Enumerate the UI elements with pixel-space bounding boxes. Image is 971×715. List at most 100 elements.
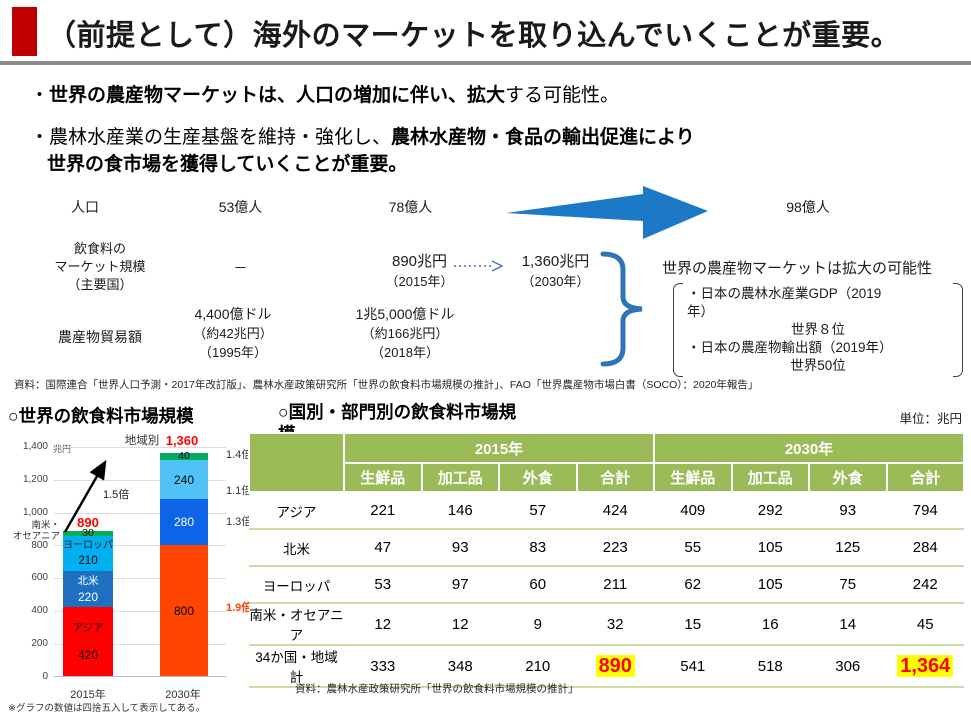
table-row: 南米・オセアニア 12 12 9 32 15 16 14 45 xyxy=(249,603,964,646)
bar-2030: 40 240 280 800 xyxy=(160,450,208,676)
population-label: 人口 xyxy=(71,199,99,215)
table-year-2015: 2015年 xyxy=(343,432,655,464)
bullet-1: ・世界の農産物マーケットは、人口の増加に伴い、拡大する可能性。 xyxy=(30,80,619,107)
multiplier-eu: 1.1倍 xyxy=(226,485,253,497)
bullet-1-bold: 世界の農産物マーケットは、人口の増加に伴い、拡大 xyxy=(49,85,506,106)
gridline xyxy=(54,447,226,448)
trade-2018: 1兆5,000億ドル （約166兆円） （2018年） xyxy=(355,306,455,360)
note-item-1: ・日本の農林水産業GDP（2019 xyxy=(687,286,882,301)
gridline xyxy=(54,578,226,579)
col-eating-out-2030: 外食 xyxy=(808,462,888,493)
multiplier-asia: 1.9倍 xyxy=(226,602,253,614)
table-unit-label: 単位：兆円 xyxy=(899,412,962,426)
ytick-1000: 1,000 xyxy=(22,507,48,518)
bullet-mark: ・ xyxy=(30,85,50,106)
multiplier-total: 1.5倍 xyxy=(103,489,130,501)
note-item-1b: 年） xyxy=(687,304,714,319)
bullet-1-rest: する可能性。 xyxy=(505,85,620,106)
gridline xyxy=(54,644,226,645)
segment-2015-asia: アジア 420 xyxy=(63,607,113,676)
market-table: 2015年 2030年 生鮮品 加工品 外食 合計 生鮮品 加工品 外食 合計 … xyxy=(248,432,965,688)
dotted-growth-arrow xyxy=(454,260,504,272)
bullet-mark: ・ xyxy=(30,127,50,148)
ytick-0: 0 xyxy=(42,671,48,682)
ytick-1400: 1,400 xyxy=(22,441,48,452)
table-row-total: 34か国・地域計 333 348 210 890 541 518 306 1,364 xyxy=(249,645,964,688)
gridline xyxy=(54,513,226,514)
chart-footnote: ※グラフの数値は四捨五入して表示してある。 xyxy=(8,703,206,714)
table-row: ヨーロッパ 53 97 60 211 62 105 75 242 xyxy=(249,566,964,604)
col-eating-out-2015: 外食 xyxy=(498,462,578,493)
xlabel-2015: 2015年 xyxy=(70,689,106,701)
population-2050: 98億人 xyxy=(786,199,830,215)
col-processed-2030: 加工品 xyxy=(730,462,810,493)
highlight-1364: 1,364 xyxy=(886,645,964,688)
xlabel-2030: 2030年 xyxy=(165,689,201,701)
x-axis-baseline xyxy=(54,676,226,677)
note-rank-2: 世界50位 xyxy=(790,358,846,373)
expansion-note-title: 世界の農産物マーケットは拡大の可能性 xyxy=(662,260,933,277)
table-source: 資料：農林水産政策研究所「世界の飲食料市場規模の推計」 xyxy=(295,683,579,695)
table-year-2030: 2030年 xyxy=(653,432,965,464)
segment-2015-europe: ヨーロッパ 210 xyxy=(63,536,113,571)
ytick-1200: 1,200 xyxy=(22,474,48,485)
segment-2015-north-america: 北米 220 xyxy=(63,571,113,607)
col-fresh-2030: 生鮮品 xyxy=(653,462,733,493)
table-row: アジア 221 146 57 424 409 292 93 794 xyxy=(249,492,964,530)
ytick-600: 600 xyxy=(31,572,48,583)
chart-section-heading: ○世界の飲食料市場規模 xyxy=(8,406,194,426)
population-1995: 53億人 xyxy=(218,199,263,215)
table-corner-cell xyxy=(248,432,345,493)
multiplier-sa: 1.4倍 xyxy=(226,449,253,461)
segment-2030-north-america: 280 xyxy=(160,499,208,545)
population-2015: 78億人 xyxy=(388,199,433,215)
segment-2015-south-america-oceania: 30 xyxy=(63,527,113,539)
trade-label: 農産物貿易額 xyxy=(58,329,142,345)
title-divider xyxy=(0,61,971,65)
y-axis-unit: 兆円 xyxy=(53,444,72,454)
gridline xyxy=(54,545,226,546)
main-source: 資料：国際連合「世界人口予測・2017年改訂版」、農林水産政策研究所「世界の飲食… xyxy=(14,379,759,391)
col-processed-2015: 加工品 xyxy=(420,462,500,493)
bullet-2-plain: 農林水産業の生産基盤を維持・強化し、 xyxy=(49,127,392,148)
ytick-400: 400 xyxy=(31,605,48,616)
trade-1995: 4,400億ドル （約42兆円） （1995年） xyxy=(193,306,273,360)
growth-arrow-2015-2030 xyxy=(63,459,107,533)
total-2030: 1,360 xyxy=(165,433,199,448)
highlight-890: 890 xyxy=(576,645,654,688)
title-accent-bar xyxy=(12,7,37,56)
big-growth-arrow xyxy=(506,186,708,239)
bullet-2: ・農林水産業の生産基盤を維持・強化し、農林水産物・食品の輸出促進により xyxy=(30,122,695,149)
col-total-2015: 合計 xyxy=(575,462,655,493)
multiplier-na: 1.3倍 xyxy=(226,516,253,528)
curly-brace xyxy=(600,251,643,367)
total-2015: 890 xyxy=(77,515,99,530)
japan-rank-note: ・日本の農林水産業GDP（2019 年） 世界８位 ・日本の農産物輸出額（201… xyxy=(673,283,963,377)
note-item-2: ・日本の農産物輸出額（2019年） xyxy=(687,340,893,355)
food-market-2030: 1,360兆円 （2030年） xyxy=(521,253,590,289)
chart-plot-area: 890 1,360 30 ヨーロッパ 210 北米 220 アジア 420 xyxy=(54,433,226,677)
table-section-heading: ○国別・部門別の飲食料市場規模 xyxy=(278,402,517,434)
food-market-label: 飲食料の マーケット規模 （主要国） xyxy=(54,241,146,292)
bullet-2-line2: 世界の食市場を獲得していくことが重要。 xyxy=(47,154,408,175)
col-fresh-2015: 生鮮品 xyxy=(343,462,423,493)
col-total-2030: 合計 xyxy=(885,462,965,493)
bar-2015: 30 ヨーロッパ 210 北米 220 アジア 420 xyxy=(63,527,113,676)
bullet-2-bold: 農林水産物・食品の輸出促進により xyxy=(391,127,695,148)
gridline xyxy=(54,480,226,481)
ytick-800: 800 xyxy=(31,540,48,551)
note-rank-1: 世界８位 xyxy=(791,322,845,337)
segment-2030-asia: 800 xyxy=(160,545,208,676)
ytick-200: 200 xyxy=(31,638,48,649)
food-market-2015: 890兆円 （2015年） xyxy=(385,253,454,289)
food-market-1995: － xyxy=(233,260,248,276)
segment-2030-europe: 240 xyxy=(160,460,208,499)
table-row: 北米 47 93 83 223 55 105 125 284 xyxy=(249,529,964,567)
gridline xyxy=(54,611,226,612)
chart-title: 地域別 xyxy=(124,435,160,447)
segment-2030-south-america-oceania: 40 xyxy=(160,450,208,462)
page-title: （前提として）海外のマーケットを取り込んでいくことが重要。 xyxy=(47,20,901,52)
south-america-oceania-label: 南米・ オセアニア xyxy=(12,520,60,542)
regional-market-chart: 地域別 1,400 兆円 1,200 1,000 800 600 400 200… xyxy=(2,428,266,715)
